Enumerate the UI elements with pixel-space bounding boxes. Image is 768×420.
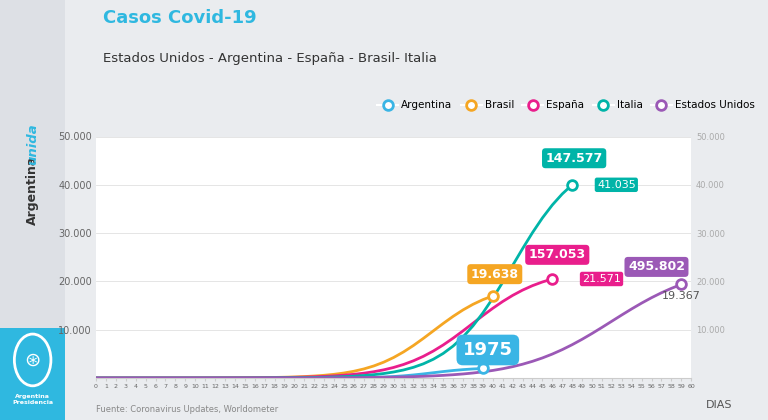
Text: 19.638: 19.638: [471, 268, 519, 281]
Text: Casos Covid-19: Casos Covid-19: [103, 8, 257, 26]
Text: 21.571: 21.571: [582, 274, 621, 284]
Text: ⊛: ⊛: [25, 350, 41, 370]
Legend: Argentina, Brasil, España, Italia, Estados Unidos: Argentina, Brasil, España, Italia, Estad…: [373, 96, 759, 115]
Text: Estados Unidos - Argentina - España - Brasil- Italia: Estados Unidos - Argentina - España - Br…: [103, 52, 436, 65]
Text: Argentina: Argentina: [26, 155, 39, 225]
Text: DIAS: DIAS: [706, 400, 733, 410]
Text: Argentina
Presidencia: Argentina Presidencia: [12, 394, 53, 405]
Text: 157.053: 157.053: [528, 248, 586, 261]
Text: 1975: 1975: [463, 341, 513, 359]
Text: 19.367: 19.367: [662, 291, 700, 301]
Text: 495.802: 495.802: [628, 260, 685, 273]
Text: unida: unida: [26, 123, 39, 165]
Text: 41.035: 41.035: [597, 180, 636, 190]
Text: 147.577: 147.577: [545, 152, 603, 165]
Text: Fuente: Coronavirus Updates, Worldometer: Fuente: Coronavirus Updates, Worldometer: [96, 404, 278, 414]
